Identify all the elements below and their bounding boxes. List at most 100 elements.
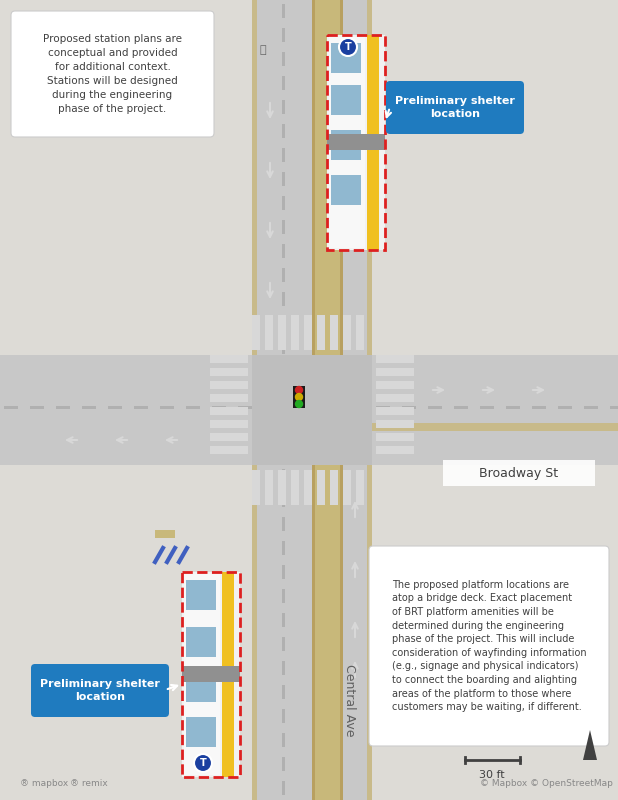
Circle shape: [339, 38, 357, 56]
Bar: [282, 28, 285, 42]
Bar: [315, 0, 340, 800]
Bar: [278, 470, 286, 505]
Bar: [0, 355, 618, 465]
Polygon shape: [372, 0, 618, 355]
Bar: [265, 315, 273, 350]
Bar: [182, 666, 240, 682]
Bar: [293, 386, 305, 408]
Text: 🚲: 🚲: [260, 45, 266, 55]
Bar: [282, 589, 285, 603]
Bar: [331, 85, 361, 115]
Bar: [210, 368, 248, 376]
Bar: [252, 315, 260, 350]
Bar: [282, 757, 285, 771]
Bar: [282, 4, 285, 18]
Bar: [282, 613, 285, 627]
Bar: [327, 134, 385, 150]
Bar: [278, 315, 286, 350]
Bar: [329, 37, 365, 248]
Text: The proposed platform locations are
atop a bridge deck. Exact placement
of BRT p: The proposed platform locations are atop…: [392, 580, 586, 712]
Bar: [282, 172, 285, 186]
Bar: [376, 381, 414, 389]
Bar: [330, 470, 338, 505]
Bar: [210, 433, 248, 441]
Bar: [312, 0, 315, 800]
Polygon shape: [372, 465, 618, 800]
Polygon shape: [0, 465, 252, 800]
Bar: [480, 406, 494, 409]
Text: Broadway St: Broadway St: [480, 466, 559, 479]
Bar: [282, 76, 285, 90]
Wedge shape: [322, 355, 372, 405]
Bar: [134, 406, 148, 409]
Bar: [186, 406, 200, 409]
Bar: [317, 470, 325, 505]
Bar: [372, 423, 618, 431]
Bar: [282, 100, 285, 114]
Bar: [282, 148, 285, 162]
Text: ® remix: ® remix: [70, 778, 108, 787]
Bar: [182, 572, 240, 777]
Bar: [282, 517, 285, 531]
Bar: [282, 52, 285, 66]
Bar: [210, 420, 248, 428]
Bar: [331, 130, 361, 160]
Bar: [340, 0, 343, 800]
Bar: [30, 406, 44, 409]
Bar: [282, 244, 285, 258]
FancyBboxPatch shape: [31, 664, 169, 717]
Bar: [282, 565, 285, 579]
Bar: [108, 406, 122, 409]
Bar: [212, 406, 226, 409]
Bar: [356, 470, 364, 505]
Bar: [238, 406, 252, 409]
Bar: [327, 35, 385, 250]
FancyBboxPatch shape: [386, 81, 524, 134]
Polygon shape: [583, 730, 597, 760]
Text: T: T: [200, 758, 206, 768]
Bar: [312, 355, 343, 465]
Bar: [376, 406, 390, 409]
Bar: [291, 315, 299, 350]
Bar: [282, 196, 285, 210]
Bar: [252, 470, 260, 505]
Wedge shape: [322, 415, 372, 465]
Text: © Mapbox © OpenStreetMap: © Mapbox © OpenStreetMap: [480, 778, 613, 787]
Bar: [291, 470, 299, 505]
Bar: [282, 685, 285, 699]
Bar: [376, 433, 414, 441]
Bar: [317, 315, 325, 350]
Bar: [210, 381, 248, 389]
Bar: [186, 717, 216, 747]
Bar: [210, 355, 248, 363]
Bar: [282, 541, 285, 555]
Polygon shape: [0, 0, 252, 355]
Bar: [376, 420, 414, 428]
Bar: [376, 407, 414, 415]
Bar: [182, 572, 240, 777]
Bar: [282, 493, 285, 507]
Bar: [282, 340, 285, 354]
Bar: [402, 406, 416, 409]
Bar: [428, 406, 442, 409]
Bar: [367, 355, 372, 465]
Bar: [160, 406, 174, 409]
Bar: [210, 394, 248, 402]
Bar: [210, 407, 248, 415]
Bar: [282, 661, 285, 675]
Bar: [282, 316, 285, 330]
FancyBboxPatch shape: [443, 460, 595, 486]
Circle shape: [194, 754, 212, 772]
FancyBboxPatch shape: [369, 546, 609, 746]
Text: Central Ave: Central Ave: [344, 664, 357, 736]
Bar: [390, 85, 520, 130]
Bar: [376, 368, 414, 376]
Text: T: T: [345, 42, 352, 52]
Text: ® mapbox: ® mapbox: [20, 778, 68, 787]
Circle shape: [295, 401, 302, 407]
Wedge shape: [252, 415, 302, 465]
Text: Proposed station plans are
conceptual and provided
for additional context.
Stati: Proposed station plans are conceptual an…: [43, 34, 182, 114]
Bar: [282, 268, 285, 282]
Bar: [584, 406, 598, 409]
Bar: [282, 469, 285, 483]
